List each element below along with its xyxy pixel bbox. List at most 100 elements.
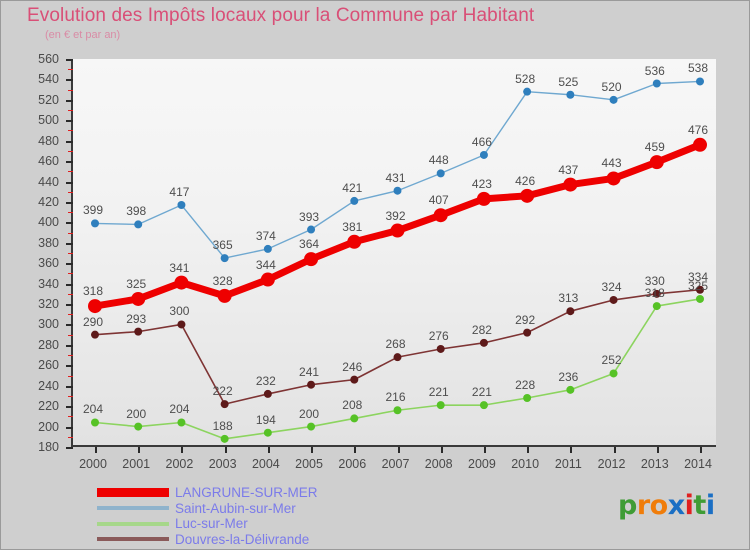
data-point-label: 204 — [82, 402, 104, 417]
y-axis-tick-label: 560 — [38, 52, 59, 66]
y-axis-minor-tick — [68, 110, 73, 112]
data-point-marker — [220, 400, 229, 409]
y-axis-tick-label: 320 — [38, 297, 59, 312]
data-point-marker — [174, 275, 189, 290]
data-point-marker — [220, 254, 229, 263]
plot-area — [66, 59, 716, 453]
data-point-marker — [177, 418, 186, 427]
data-point-label: 399 — [82, 203, 104, 218]
data-point-label: 204 — [169, 402, 190, 417]
x-axis-tick-label: 2005 — [295, 457, 323, 471]
y-axis-tick — [66, 79, 73, 82]
data-point-label: 364 — [299, 237, 320, 252]
data-point-marker — [91, 219, 99, 228]
data-point-marker — [134, 422, 143, 431]
data-point-label: 392 — [385, 208, 406, 223]
y-axis-tick-label: 460 — [38, 154, 59, 169]
legend-color-swatch — [97, 537, 169, 542]
x-axis-tick-label: 2000 — [79, 457, 107, 471]
data-point-label: 423 — [471, 176, 492, 191]
data-point-label: 528 — [515, 71, 536, 86]
x-axis-tick — [527, 447, 530, 453]
legend-item-label: Douvres-la-Délivrande — [175, 531, 310, 547]
logo-letter: p — [618, 490, 637, 521]
data-point-marker — [131, 291, 146, 306]
data-point-label: 374 — [255, 228, 276, 243]
y-axis-minor-tick — [68, 130, 73, 132]
y-axis-tick-label: 260 — [38, 358, 59, 373]
logo-letter: i — [705, 490, 715, 521]
data-point-marker — [523, 87, 532, 96]
y-axis-minor-tick — [68, 375, 73, 377]
data-point-marker — [350, 375, 359, 384]
y-axis-tick-label: 280 — [38, 337, 59, 352]
data-point-marker — [609, 95, 618, 104]
y-axis-minor-tick — [68, 273, 73, 275]
logo-letter: r — [636, 490, 650, 521]
y-axis-tick — [66, 304, 73, 307]
y-axis-tick-label: 380 — [38, 235, 59, 250]
data-point-marker — [436, 401, 445, 410]
data-point-marker — [476, 191, 491, 206]
x-axis-tick-label: 2013 — [640, 457, 669, 471]
x-axis-tick-label: 2011 — [554, 457, 582, 471]
data-point-label: 466 — [471, 134, 492, 149]
data-point-label: 525 — [558, 74, 579, 89]
legend-color-swatch — [97, 521, 169, 526]
legend-color-swatch — [97, 506, 169, 511]
logo-letter: i — [684, 490, 694, 521]
data-point-marker — [652, 302, 661, 311]
data-point-marker — [696, 77, 704, 86]
x-axis-tick — [95, 447, 97, 453]
y-axis-minor-tick — [68, 436, 73, 438]
data-point-label: 476 — [687, 122, 709, 137]
data-point-marker — [566, 307, 575, 316]
data-point-label: 313 — [558, 291, 579, 306]
y-axis-minor-tick — [68, 69, 73, 71]
data-point-label: 293 — [126, 311, 147, 326]
x-axis-tick — [311, 447, 314, 453]
data-point-marker — [134, 220, 143, 229]
data-point-marker — [393, 353, 402, 362]
data-point-label: 188 — [212, 418, 233, 433]
data-point-label: 431 — [385, 170, 406, 185]
legend-item[interactable]: Luc-sur-Mer — [97, 516, 318, 532]
y-axis-tick — [66, 406, 73, 409]
y-axis-tick — [66, 385, 73, 388]
data-point-label: 318 — [82, 284, 104, 299]
data-point-marker — [649, 155, 664, 170]
legend-item[interactable]: Saint-Aubin-sur-Mer — [97, 501, 318, 517]
data-point-label: 341 — [169, 260, 190, 275]
chart-subtitle: (en € et par an) — [45, 29, 121, 41]
y-axis-tick — [66, 344, 73, 347]
y-axis-tick-label: 240 — [38, 378, 59, 393]
y-axis-tick-label: 300 — [38, 317, 59, 332]
data-point-marker — [393, 406, 402, 415]
x-axis-tick-label: 2012 — [597, 457, 626, 471]
legend-item[interactable]: Douvres-la-Délivrande — [97, 532, 318, 548]
legend-item[interactable]: LANGRUNE-SUR-MER — [97, 485, 318, 501]
data-point-label: 398 — [126, 204, 147, 219]
y-axis-minor-tick — [68, 395, 73, 397]
data-point-marker — [177, 320, 186, 329]
data-point-label: 232 — [255, 373, 276, 388]
data-point-marker — [393, 186, 402, 195]
data-point-marker — [696, 285, 704, 294]
y-axis-tick — [66, 324, 73, 327]
y-axis-tick — [66, 222, 73, 225]
data-point-label: 325 — [126, 276, 147, 291]
y-axis-tick-label: 340 — [38, 276, 59, 291]
chart-title: Evolution des Impôts locaux pour la Comm… — [27, 5, 535, 26]
data-point-label: 426 — [515, 173, 536, 188]
data-point-marker — [177, 201, 186, 210]
data-point-marker — [566, 90, 575, 99]
y-axis-minor-tick — [68, 89, 73, 91]
data-point-marker — [220, 434, 229, 443]
series-line — [94, 298, 701, 440]
data-point-label: 268 — [385, 337, 406, 352]
chart-legend: LANGRUNE-SUR-MER Saint-Aubin-sur-Mer Luc-s… — [97, 485, 318, 547]
y-axis-tick — [66, 426, 73, 429]
data-point-label: 365 — [212, 238, 233, 253]
data-point-label: 221 — [471, 385, 492, 400]
data-point-label: 282 — [471, 322, 492, 337]
